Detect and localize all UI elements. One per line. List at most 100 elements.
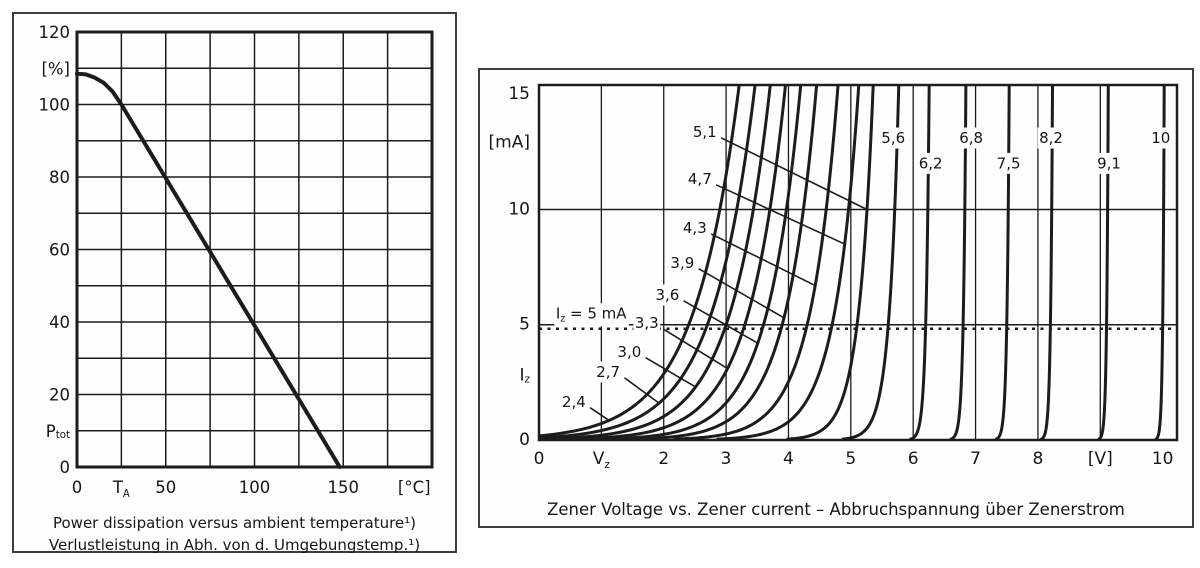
label-mask: [917, 152, 945, 174]
label-mask: [560, 391, 588, 413]
caption-german: Verlustleistung in Abh. von d. Umgebungs…: [48, 536, 421, 554]
x-tick-5: 5: [845, 449, 856, 469]
plot-border: [537, 83, 1179, 442]
plot-border: [75, 30, 434, 469]
label-mask: [691, 121, 719, 143]
x-tick-8: 8: [1033, 449, 1044, 469]
y-tick-120: 120: [39, 23, 71, 42]
zener-curves: [539, 85, 1166, 440]
curve-label-7,5: 7,5: [997, 154, 1021, 172]
power-derating-captions: Power dissipation versus ambient tempera…: [14, 512, 455, 556]
label-mask: [1149, 127, 1172, 149]
y-tick-15: 15: [508, 84, 530, 104]
label-mask: [1037, 127, 1065, 149]
curve-3,9: [633, 85, 819, 440]
curve-label-8,2: 8,2: [1039, 129, 1063, 147]
x-tick-2: 2: [658, 449, 669, 469]
x-tick-0: 0: [534, 449, 545, 469]
y-tick-[%]: [%]: [41, 59, 70, 78]
label-mask: [668, 252, 696, 274]
x-tick-0: 0: [72, 478, 83, 497]
y-tick-100: 100: [39, 95, 71, 114]
x-tick-3: 3: [721, 449, 732, 469]
x-tick-[V]: [V]: [1088, 449, 1113, 469]
x-tick-100: 100: [239, 478, 271, 497]
leader-3,0: [645, 357, 696, 388]
curve-label-3,9: 3,9: [670, 254, 694, 272]
curve-4,3: [673, 85, 840, 440]
y-tick-0: 0: [519, 430, 530, 450]
curve-4,7: [716, 85, 861, 440]
curve-label-9,1: 9,1: [1097, 154, 1121, 172]
iz-5ma-label: Iz = 5 mA: [556, 305, 627, 325]
curve-label-2,7: 2,7: [596, 363, 620, 381]
label-mask: [681, 217, 709, 239]
x-tick-50: 50: [155, 478, 176, 497]
leader-3,3: [662, 328, 728, 370]
curve-label-3,0: 3,0: [617, 343, 641, 361]
y-tick-5: 5: [519, 315, 530, 335]
label-mask: [594, 361, 622, 383]
label-mask: [1095, 152, 1123, 174]
leader-3,6: [683, 300, 759, 344]
zener-characteristics-chart-panel: 2,4 2,7 3,0 3,3 3,6 3,9 4,3 4,7 5,1 5,6 6,2 6,8 7,5 8…: [478, 68, 1194, 528]
curve-label-5,6: 5,6: [881, 129, 905, 147]
label-mask: [879, 127, 907, 149]
label-mask: [615, 341, 643, 363]
label-mask: [957, 127, 985, 149]
zener-chart-caption: Zener Voltage vs. Zener current – Abbruc…: [547, 500, 1125, 519]
x-tick-T: TA: [112, 478, 130, 500]
y-tick-20: 20: [49, 385, 70, 404]
y-tick-40: 40: [49, 313, 70, 332]
curve-6,2: [909, 85, 931, 440]
curve-7,5: [994, 85, 1011, 440]
y-tick-[mA]: [mA]: [489, 133, 530, 153]
curve-2,7: [539, 85, 757, 440]
x-tick-[°C]: [°C]: [398, 478, 431, 497]
y-tick-80: 80: [49, 168, 70, 187]
curve-label-5,1: 5,1: [693, 123, 717, 141]
curve-label-6,8: 6,8: [959, 129, 983, 147]
label-mask: [653, 284, 681, 306]
y-tick-I: Iz: [519, 365, 530, 385]
leader-5,1: [720, 137, 868, 211]
leader-3,9: [698, 268, 785, 319]
curve-label-4,3: 4,3: [683, 219, 707, 237]
curve-5,1: [786, 85, 875, 440]
leader-2,4: [589, 407, 610, 422]
curve-label-3,6: 3,6: [655, 286, 679, 304]
curve-2,4: [539, 85, 741, 438]
derating-curve: [75, 71, 342, 469]
x-tick-6: 6: [908, 449, 919, 469]
curve-5,6: [841, 85, 901, 440]
label-mask: [686, 168, 714, 190]
grid: [539, 85, 1177, 440]
curve-6,8: [949, 85, 968, 440]
zener-characteristics-plot: 2,4 2,7 3,0 3,3 3,6 3,9 4,3 4,7 5,1 5,6 6,2 6,8 7,5 8…: [489, 83, 1179, 471]
x-tick-10: 10: [1152, 449, 1174, 469]
leader-4,7: [715, 184, 846, 245]
x-tick-7: 7: [970, 449, 981, 469]
leader-lines: [589, 137, 868, 422]
x-tick-V: Vz: [593, 449, 611, 471]
y-tick-P: Ptot: [46, 421, 70, 440]
curve-label-4,7: 4,7: [688, 170, 712, 188]
curve-label-3,3: 3,3: [635, 314, 659, 332]
power-derating-plot: 120 [%] 100 80 60 40 20 Ptot 00 TA 50 100 150 [°C]: [39, 23, 434, 500]
curve-label-6,2: 6,2: [919, 154, 943, 172]
curve-label-10: 10: [1151, 129, 1170, 147]
curve-label-2,4: 2,4: [562, 393, 586, 411]
label-mask: [995, 152, 1023, 174]
leader-4,3: [710, 233, 816, 287]
x-tick-4: 4: [783, 449, 794, 469]
power-derating-chart-panel: 120 [%] 100 80 60 40 20 Ptot 0 0 TA 50 100 150 [°C] Po…: [12, 12, 457, 556]
y-tick-60: 60: [49, 240, 70, 259]
label-mask: [633, 312, 661, 334]
leader-2,7: [623, 377, 660, 404]
x-tick-150: 150: [328, 478, 360, 497]
caption-english: Power dissipation versus ambient tempera…: [52, 514, 417, 532]
curve-3,3: [568, 85, 787, 440]
y-tick-0: 0: [60, 458, 71, 477]
label-mask: [554, 303, 629, 327]
curve-8,2: [1039, 85, 1055, 440]
